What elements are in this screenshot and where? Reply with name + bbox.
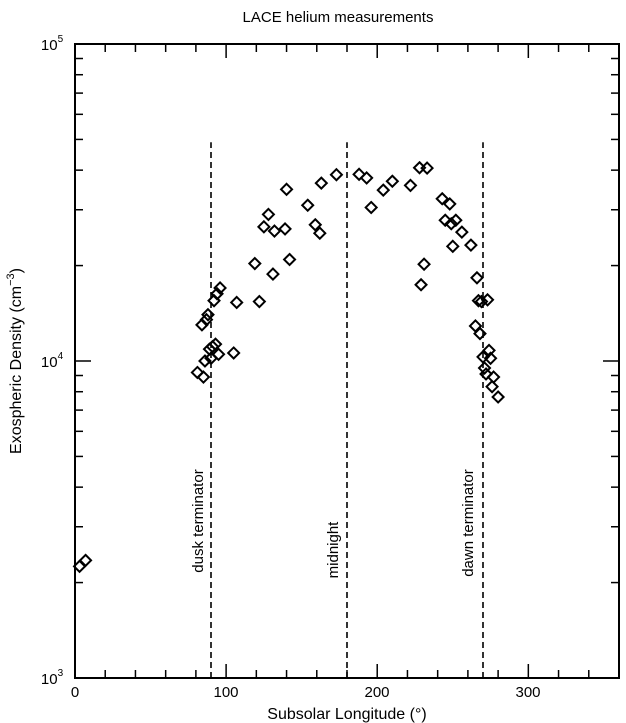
- data-point: [300, 198, 315, 213]
- data-point: [213, 281, 227, 295]
- data-point: [486, 370, 501, 384]
- x-axis-title: Subsolar Longitude (°): [267, 706, 426, 723]
- data-point: [414, 277, 428, 292]
- data-point: [403, 178, 418, 193]
- data-point: [267, 224, 282, 238]
- data-point: [479, 367, 493, 381]
- data-point: [208, 337, 223, 352]
- data-point: [196, 370, 211, 384]
- data-point: [444, 216, 459, 231]
- data-point: [190, 365, 205, 380]
- data-point: [278, 222, 292, 236]
- data-point: [226, 346, 241, 360]
- data-point: [279, 182, 294, 197]
- data-point: [205, 339, 220, 354]
- data-point: [445, 239, 460, 254]
- data-points: [72, 160, 506, 574]
- data-point: [261, 207, 276, 222]
- data-point: [229, 295, 244, 310]
- data-point: [454, 225, 469, 240]
- data-point: [385, 174, 400, 189]
- data-point: [252, 294, 267, 309]
- vline-label-dusk: dusk terminator: [190, 469, 207, 572]
- axis-ticks: [74, 43, 620, 679]
- data-point: [329, 167, 344, 182]
- data-point: [247, 256, 262, 271]
- data-point: [312, 226, 327, 241]
- data-point: [412, 160, 427, 175]
- y-axis-title: Exospheric Density (cm−3): [5, 268, 25, 454]
- data-point: [201, 307, 215, 322]
- x-tick-label: 0: [71, 684, 79, 701]
- data-point: [352, 167, 367, 182]
- data-point: [463, 238, 478, 253]
- chart-title: LACE helium measurements: [243, 9, 434, 26]
- data-point: [211, 347, 226, 362]
- data-point: [470, 270, 484, 285]
- y-tick-label: 103: [41, 668, 64, 688]
- y-tick-labels: 103 104 105: [41, 34, 64, 688]
- data-point: [420, 161, 435, 176]
- data-point: [376, 183, 391, 198]
- data-point: [438, 213, 453, 228]
- data-point: [266, 267, 280, 282]
- data-point: [491, 390, 506, 404]
- x-tick-label: 200: [364, 684, 389, 701]
- data-point: [308, 217, 323, 232]
- data-point: [485, 379, 499, 394]
- data-point: [476, 350, 490, 364]
- data-point: [282, 252, 297, 267]
- data-point: [483, 351, 498, 366]
- y-tick-label: 104: [41, 351, 64, 371]
- data-point: [482, 343, 496, 358]
- data-point: [477, 361, 492, 375]
- data-point: [417, 257, 431, 272]
- data-point: [198, 354, 212, 368]
- data-point: [359, 171, 374, 185]
- x-tick-label: 100: [213, 684, 238, 701]
- data-point: [435, 191, 450, 206]
- x-tick-labels: 0 100 200 300: [71, 684, 541, 701]
- data-point: [473, 326, 487, 341]
- data-point: [474, 294, 489, 309]
- data-point: [78, 553, 93, 568]
- data-point: [364, 200, 379, 215]
- data-point: [442, 196, 457, 211]
- data-point: [480, 292, 495, 307]
- vline-label-midnight: midnight: [325, 521, 342, 579]
- x-tick-label: 300: [515, 684, 540, 701]
- data-point: [448, 213, 463, 228]
- y-tick-label: 105: [41, 34, 64, 54]
- data-point: [256, 219, 271, 234]
- vline-label-dawn: dawn terminator: [460, 469, 477, 577]
- data-point: [314, 176, 329, 191]
